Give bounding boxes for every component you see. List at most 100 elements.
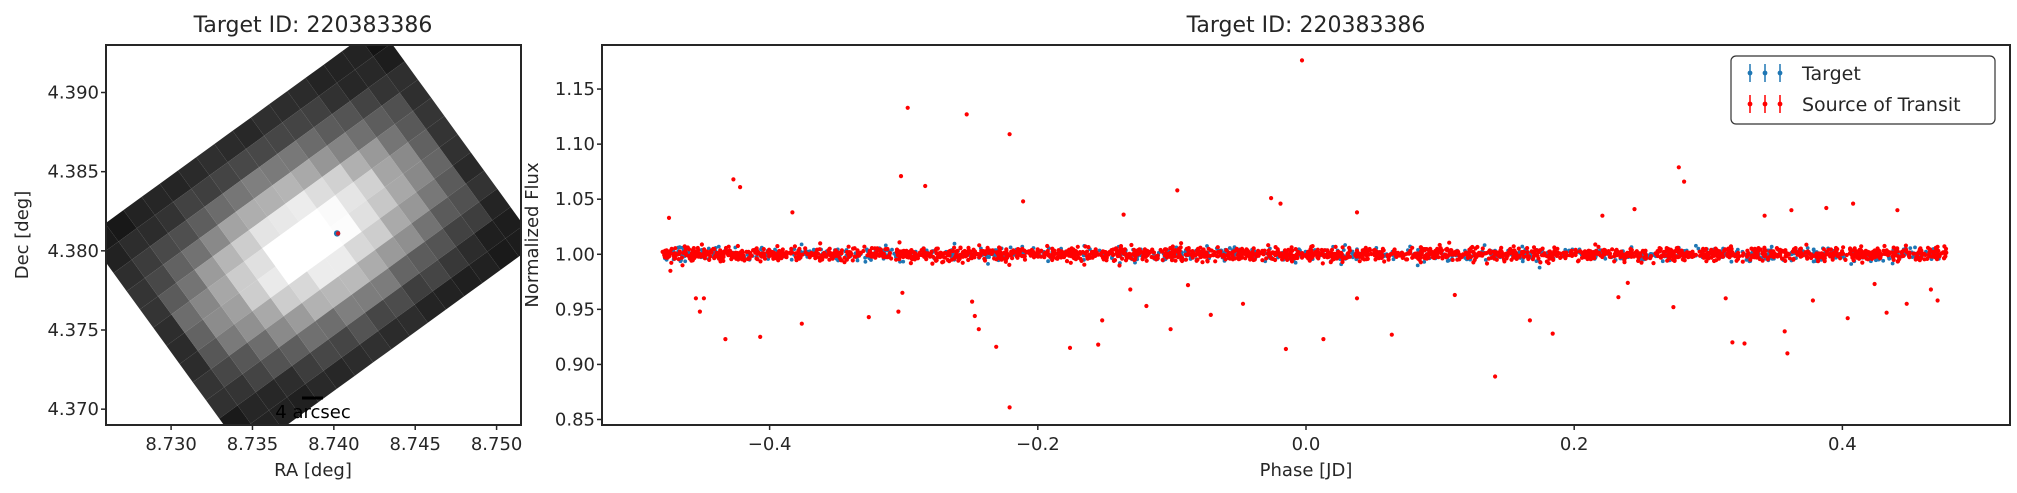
transit-point xyxy=(881,251,886,256)
transit-point xyxy=(1491,254,1496,259)
image-pixel xyxy=(398,192,430,224)
transit-point xyxy=(1347,245,1352,250)
transit-outlier-point xyxy=(923,183,928,189)
transit-point xyxy=(1729,246,1734,251)
transit-point xyxy=(1240,251,1245,257)
image-y-tick-label: 4.375 xyxy=(47,320,99,341)
transit-point xyxy=(1293,247,1298,252)
transit-point xyxy=(1936,248,1941,253)
transit-point xyxy=(1226,255,1231,260)
target-point xyxy=(855,258,860,263)
transit-point xyxy=(1282,248,1288,253)
transit-point xyxy=(1082,262,1087,267)
transit-point xyxy=(1700,248,1705,253)
image-pixel xyxy=(336,69,369,102)
image-pixel xyxy=(505,227,521,257)
transit-point xyxy=(681,250,686,255)
transit-point xyxy=(1895,259,1900,264)
transit-point xyxy=(1184,246,1189,251)
transit-outlier-point xyxy=(697,309,703,314)
transit-point xyxy=(1177,246,1182,251)
transit-point xyxy=(1085,256,1090,261)
legend-transit-symbol xyxy=(1747,95,1783,113)
image-pixel xyxy=(113,259,145,292)
transit-point xyxy=(1109,251,1114,256)
transit-point xyxy=(1749,246,1754,251)
lightcurve-points xyxy=(660,58,1949,410)
transit-point xyxy=(1206,246,1211,251)
transit-point xyxy=(1623,252,1628,257)
transit-point xyxy=(1042,255,1047,260)
transit-point xyxy=(1649,254,1654,259)
transit-point xyxy=(1149,254,1154,260)
image-pixel xyxy=(374,236,407,269)
transit-point xyxy=(1116,250,1122,255)
image-pixel xyxy=(178,157,210,189)
target-point xyxy=(1811,248,1816,252)
transit-point xyxy=(1681,254,1686,259)
transit-point xyxy=(1642,255,1647,260)
transit-point xyxy=(1079,258,1084,263)
transit-point xyxy=(1208,253,1213,258)
image-pixel xyxy=(325,245,357,277)
transit-point xyxy=(1525,250,1530,255)
transit-point xyxy=(1903,243,1908,248)
transit-point xyxy=(1787,256,1792,261)
image-pixel xyxy=(439,134,471,166)
transit-point xyxy=(1712,249,1717,254)
target-point xyxy=(1881,258,1886,263)
transit-point xyxy=(1243,256,1248,261)
transit-point xyxy=(1934,256,1939,261)
image-pixel xyxy=(465,170,498,202)
transit-point xyxy=(1593,242,1598,247)
target-point xyxy=(901,259,906,264)
image-pixel xyxy=(341,45,374,70)
transit-point xyxy=(1805,256,1810,261)
transit-point xyxy=(762,253,767,258)
transit-point xyxy=(1236,257,1241,262)
transit-point xyxy=(966,257,971,263)
transit-point xyxy=(1804,242,1809,247)
transit-point xyxy=(677,249,682,254)
transit-point xyxy=(775,244,780,249)
transit-point xyxy=(1839,252,1844,257)
transit-point xyxy=(820,257,825,262)
transit-point xyxy=(1733,254,1738,259)
transit-point xyxy=(984,248,990,253)
transit-point xyxy=(1337,252,1342,257)
transit-point xyxy=(1531,245,1537,250)
image-pixel xyxy=(320,276,352,308)
image-pixel xyxy=(340,150,372,183)
transit-outlier-point xyxy=(1730,340,1735,345)
transit-point xyxy=(1418,253,1423,258)
transit-point xyxy=(1591,252,1596,257)
transit-point xyxy=(672,256,677,261)
image-pixel xyxy=(277,140,309,173)
transit-point xyxy=(1785,251,1790,256)
transit-outlier-point xyxy=(666,215,672,220)
target-point xyxy=(1520,259,1525,264)
transit-point xyxy=(1672,258,1677,263)
image-pixel xyxy=(429,197,461,229)
image-pixel xyxy=(298,208,331,240)
transit-point xyxy=(1437,242,1442,248)
transit-point xyxy=(1917,250,1922,256)
image-pixel xyxy=(249,216,281,249)
image-pixel xyxy=(153,314,185,346)
transit-outlier-point xyxy=(1682,179,1687,184)
image-pixel xyxy=(234,311,266,343)
image-pixel xyxy=(214,130,246,163)
transit-point xyxy=(1031,252,1036,257)
transit-point xyxy=(952,256,957,261)
transit-point xyxy=(1814,254,1819,260)
transit-point xyxy=(1604,251,1609,256)
transit-point xyxy=(1215,254,1221,259)
image-y-ticks: 4.370 4.375 4.380 4.385 4.390 xyxy=(47,83,106,420)
transit-point xyxy=(672,252,677,258)
transit-point xyxy=(1179,241,1184,246)
transit-point xyxy=(1771,255,1776,260)
target-point xyxy=(1227,246,1232,250)
transit-point xyxy=(894,257,899,262)
transit-point xyxy=(861,248,866,254)
image-pixel xyxy=(106,210,137,242)
